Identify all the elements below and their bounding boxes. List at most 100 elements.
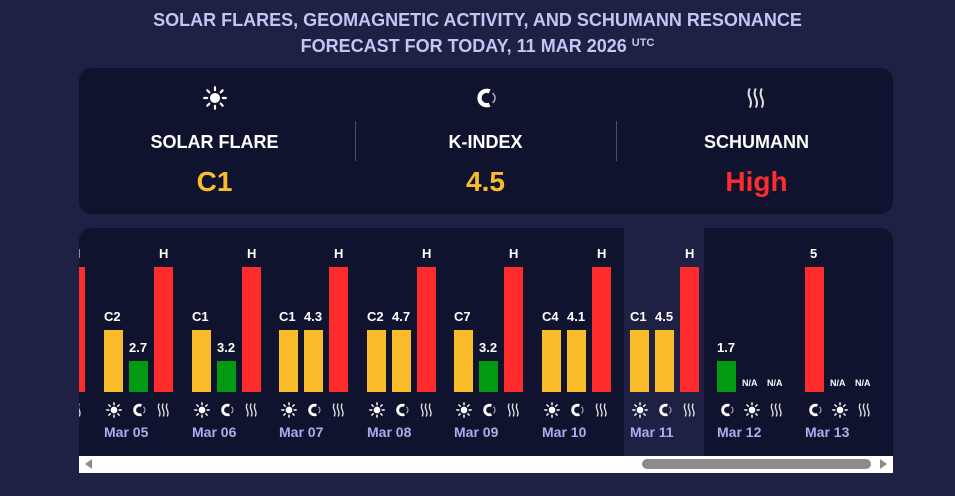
day-column: 5 N/A N/A Mar 13 xyxy=(799,228,879,456)
magnet-icon xyxy=(567,402,586,418)
sun-bar xyxy=(279,330,298,392)
bar-value-label: H xyxy=(509,246,519,261)
waves-icon xyxy=(417,402,436,418)
bar-value-label: H xyxy=(597,246,607,261)
date-label: Mar 09 xyxy=(454,424,499,440)
bar-value-label: 4.1 xyxy=(567,309,586,324)
bar-value-label: N/A xyxy=(855,378,871,388)
bar-value-label: H xyxy=(159,246,169,261)
magnet-icon xyxy=(717,402,736,418)
date-label: Mar 05 xyxy=(104,424,149,440)
divider xyxy=(355,121,356,161)
scroll-right-arrow[interactable] xyxy=(880,459,887,469)
waves-icon xyxy=(329,402,348,418)
title-line-2: FORECAST FOR TODAY, 11 MAR 2026 UTC xyxy=(300,36,655,56)
waves-bar xyxy=(592,267,611,392)
waves-icon xyxy=(767,402,786,418)
date-label: Mar 12 xyxy=(717,424,762,440)
today-summary-panel: SOLAR FLARE C1 K-INDEX 4.5 SCHUMANN High xyxy=(79,68,893,214)
bar-value-label: 2.7 xyxy=(129,340,148,355)
summary-value: 4.5 xyxy=(466,166,505,197)
sun-icon xyxy=(79,86,350,110)
magnet-bar xyxy=(304,330,323,392)
bar-value-label: C7 xyxy=(454,309,471,324)
day-column: C1 3.2 H Mar 06 xyxy=(186,228,266,456)
date-label: Mar 08 xyxy=(367,424,412,440)
sun-icon xyxy=(104,402,123,418)
waves-icon xyxy=(855,402,874,418)
waves-bar xyxy=(504,267,523,392)
summary-label: K-INDEX xyxy=(448,132,523,152)
bar-value-label: C4 xyxy=(542,309,559,324)
date-label: Mar 06 xyxy=(192,424,237,440)
bar-value-label: C1 xyxy=(630,309,647,324)
timezone-label: UTC xyxy=(631,37,655,49)
horizontal-scrollbar[interactable] xyxy=(79,456,893,473)
bar-value-label: 4.7 xyxy=(392,309,411,324)
bar-value-label: 3.2 xyxy=(217,340,236,355)
sun-bar xyxy=(367,330,386,392)
magnet-icon xyxy=(479,402,498,418)
magnet-icon xyxy=(350,86,621,110)
bar-value-label: H xyxy=(422,246,432,261)
divider xyxy=(616,121,617,161)
title-line-1: SOLAR FLARES, GEOMAGNETIC ACTIVITY, AND … xyxy=(153,10,802,30)
date-label: Mar 13 xyxy=(805,424,850,440)
bar-value-label: H xyxy=(79,246,80,261)
day-column: 1.7 N/A N/A Mar 12 xyxy=(711,228,791,456)
magnet-icon xyxy=(392,402,411,418)
scroll-left-arrow[interactable] xyxy=(85,459,92,469)
sun-icon xyxy=(742,402,761,418)
sun-icon xyxy=(630,402,649,418)
waves-bar xyxy=(79,267,85,392)
sun-icon xyxy=(542,402,561,418)
day-column: H xyxy=(79,228,90,456)
page-title: SOLAR FLARES, GEOMAGNETIC ACTIVITY, AND … xyxy=(0,7,955,59)
day-column: C7 3.2 H Mar 09 xyxy=(448,228,528,456)
sun-icon xyxy=(367,402,386,418)
day-column: C1 4.5 H Mar 11 xyxy=(624,228,704,456)
waves-bar xyxy=(154,267,173,392)
bar-value-label: 4.3 xyxy=(304,309,323,324)
summary-value: High xyxy=(725,166,788,197)
waves-bar xyxy=(680,267,699,392)
magnet-icon xyxy=(805,402,824,418)
bar-value-label: N/A xyxy=(742,378,758,388)
magnet-bar xyxy=(567,330,586,392)
sun-icon xyxy=(192,402,211,418)
magnet-bar xyxy=(717,361,736,392)
sun-bar xyxy=(630,330,649,392)
day-column: C4 4.1 H Mar 10 xyxy=(536,228,616,456)
sun-icon xyxy=(279,402,298,418)
magnet-bar xyxy=(805,267,824,392)
waves-bar xyxy=(417,267,436,392)
magnet-bar xyxy=(479,361,498,392)
bar-value-label: 3.2 xyxy=(479,340,498,355)
day-column: C2 4.7 H Mar 08 xyxy=(361,228,441,456)
magnet-icon xyxy=(304,402,323,418)
bar-value-label: C2 xyxy=(104,309,121,324)
sun-bar xyxy=(104,330,123,392)
magnet-bar xyxy=(392,330,411,392)
day-column: C2 2.7 H Mar 05 xyxy=(98,228,178,456)
waves-icon xyxy=(621,86,892,110)
bar-value-label: 5 xyxy=(810,246,818,261)
summary-value: C1 xyxy=(196,166,233,197)
waves-icon xyxy=(79,402,85,418)
sun-bar xyxy=(542,330,561,392)
magnet-icon xyxy=(129,402,148,418)
sun-icon xyxy=(454,402,473,418)
bar-value-label: C2 xyxy=(367,309,384,324)
waves-icon xyxy=(242,402,261,418)
bar-value-label: H xyxy=(685,246,695,261)
bar-value-label: N/A xyxy=(830,378,846,388)
summary-k-index: K-INDEX 4.5 xyxy=(350,68,621,214)
bar-value-label: C1 xyxy=(192,309,209,324)
summary-schumann: SCHUMANN High xyxy=(621,68,892,214)
scrollbar-thumb[interactable] xyxy=(642,459,871,469)
bar-value-label: H xyxy=(247,246,257,261)
summary-label: SOLAR FLARE xyxy=(150,132,279,152)
forecast-chart: H C2 2.7 H Mar 05 C1 3.2 H Mar 06 C1 4.3 H Mar 07 C2 4… xyxy=(79,228,893,456)
sun-bar xyxy=(454,330,473,392)
bar-value-label: 4.5 xyxy=(655,309,674,324)
